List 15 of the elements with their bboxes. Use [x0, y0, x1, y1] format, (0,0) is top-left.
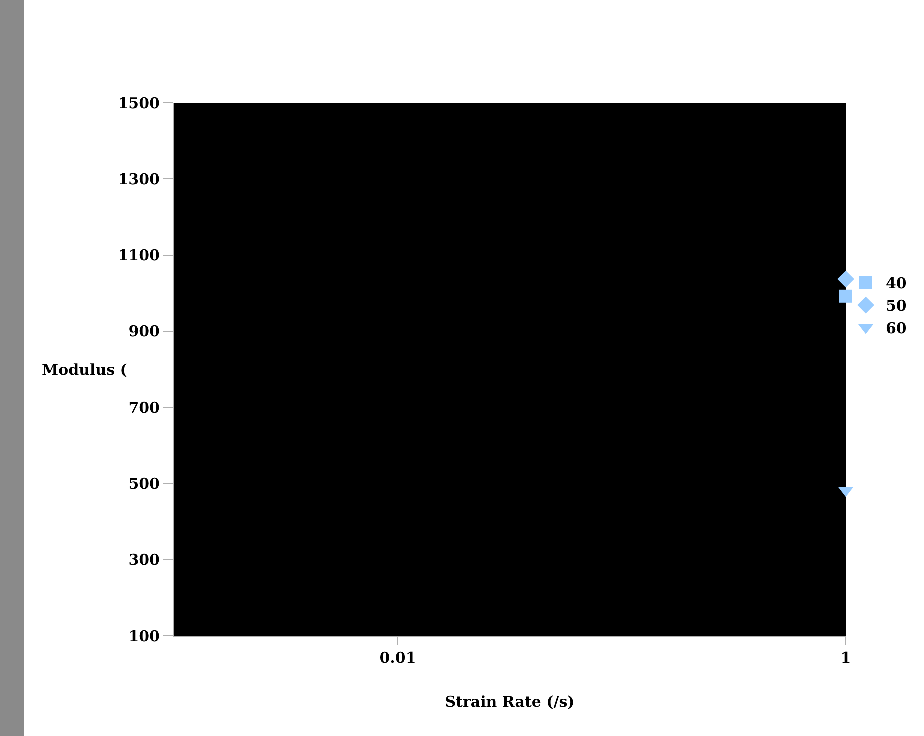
legend-label: 40: [886, 274, 907, 293]
y-tick-label: 900: [128, 322, 160, 341]
x-axis-title: Strain Rate (/s): [445, 693, 575, 711]
y-tick-label: 700: [128, 398, 160, 417]
y-tick-label: 1300: [118, 170, 160, 188]
x-tick-label: 0.01: [380, 649, 416, 667]
legend-label: 60: [886, 320, 907, 338]
legend-label: 50: [886, 297, 907, 316]
x-tick-label: 1: [840, 649, 852, 667]
y-tick-label: 1500: [118, 94, 160, 112]
y-tick-label: 300: [128, 551, 160, 570]
y-tick-label: 500: [128, 474, 160, 493]
y-tick-label: 100: [128, 627, 160, 646]
y-tick-label: 1100: [118, 246, 160, 265]
y-axis-title: Modulus (: [42, 361, 128, 379]
